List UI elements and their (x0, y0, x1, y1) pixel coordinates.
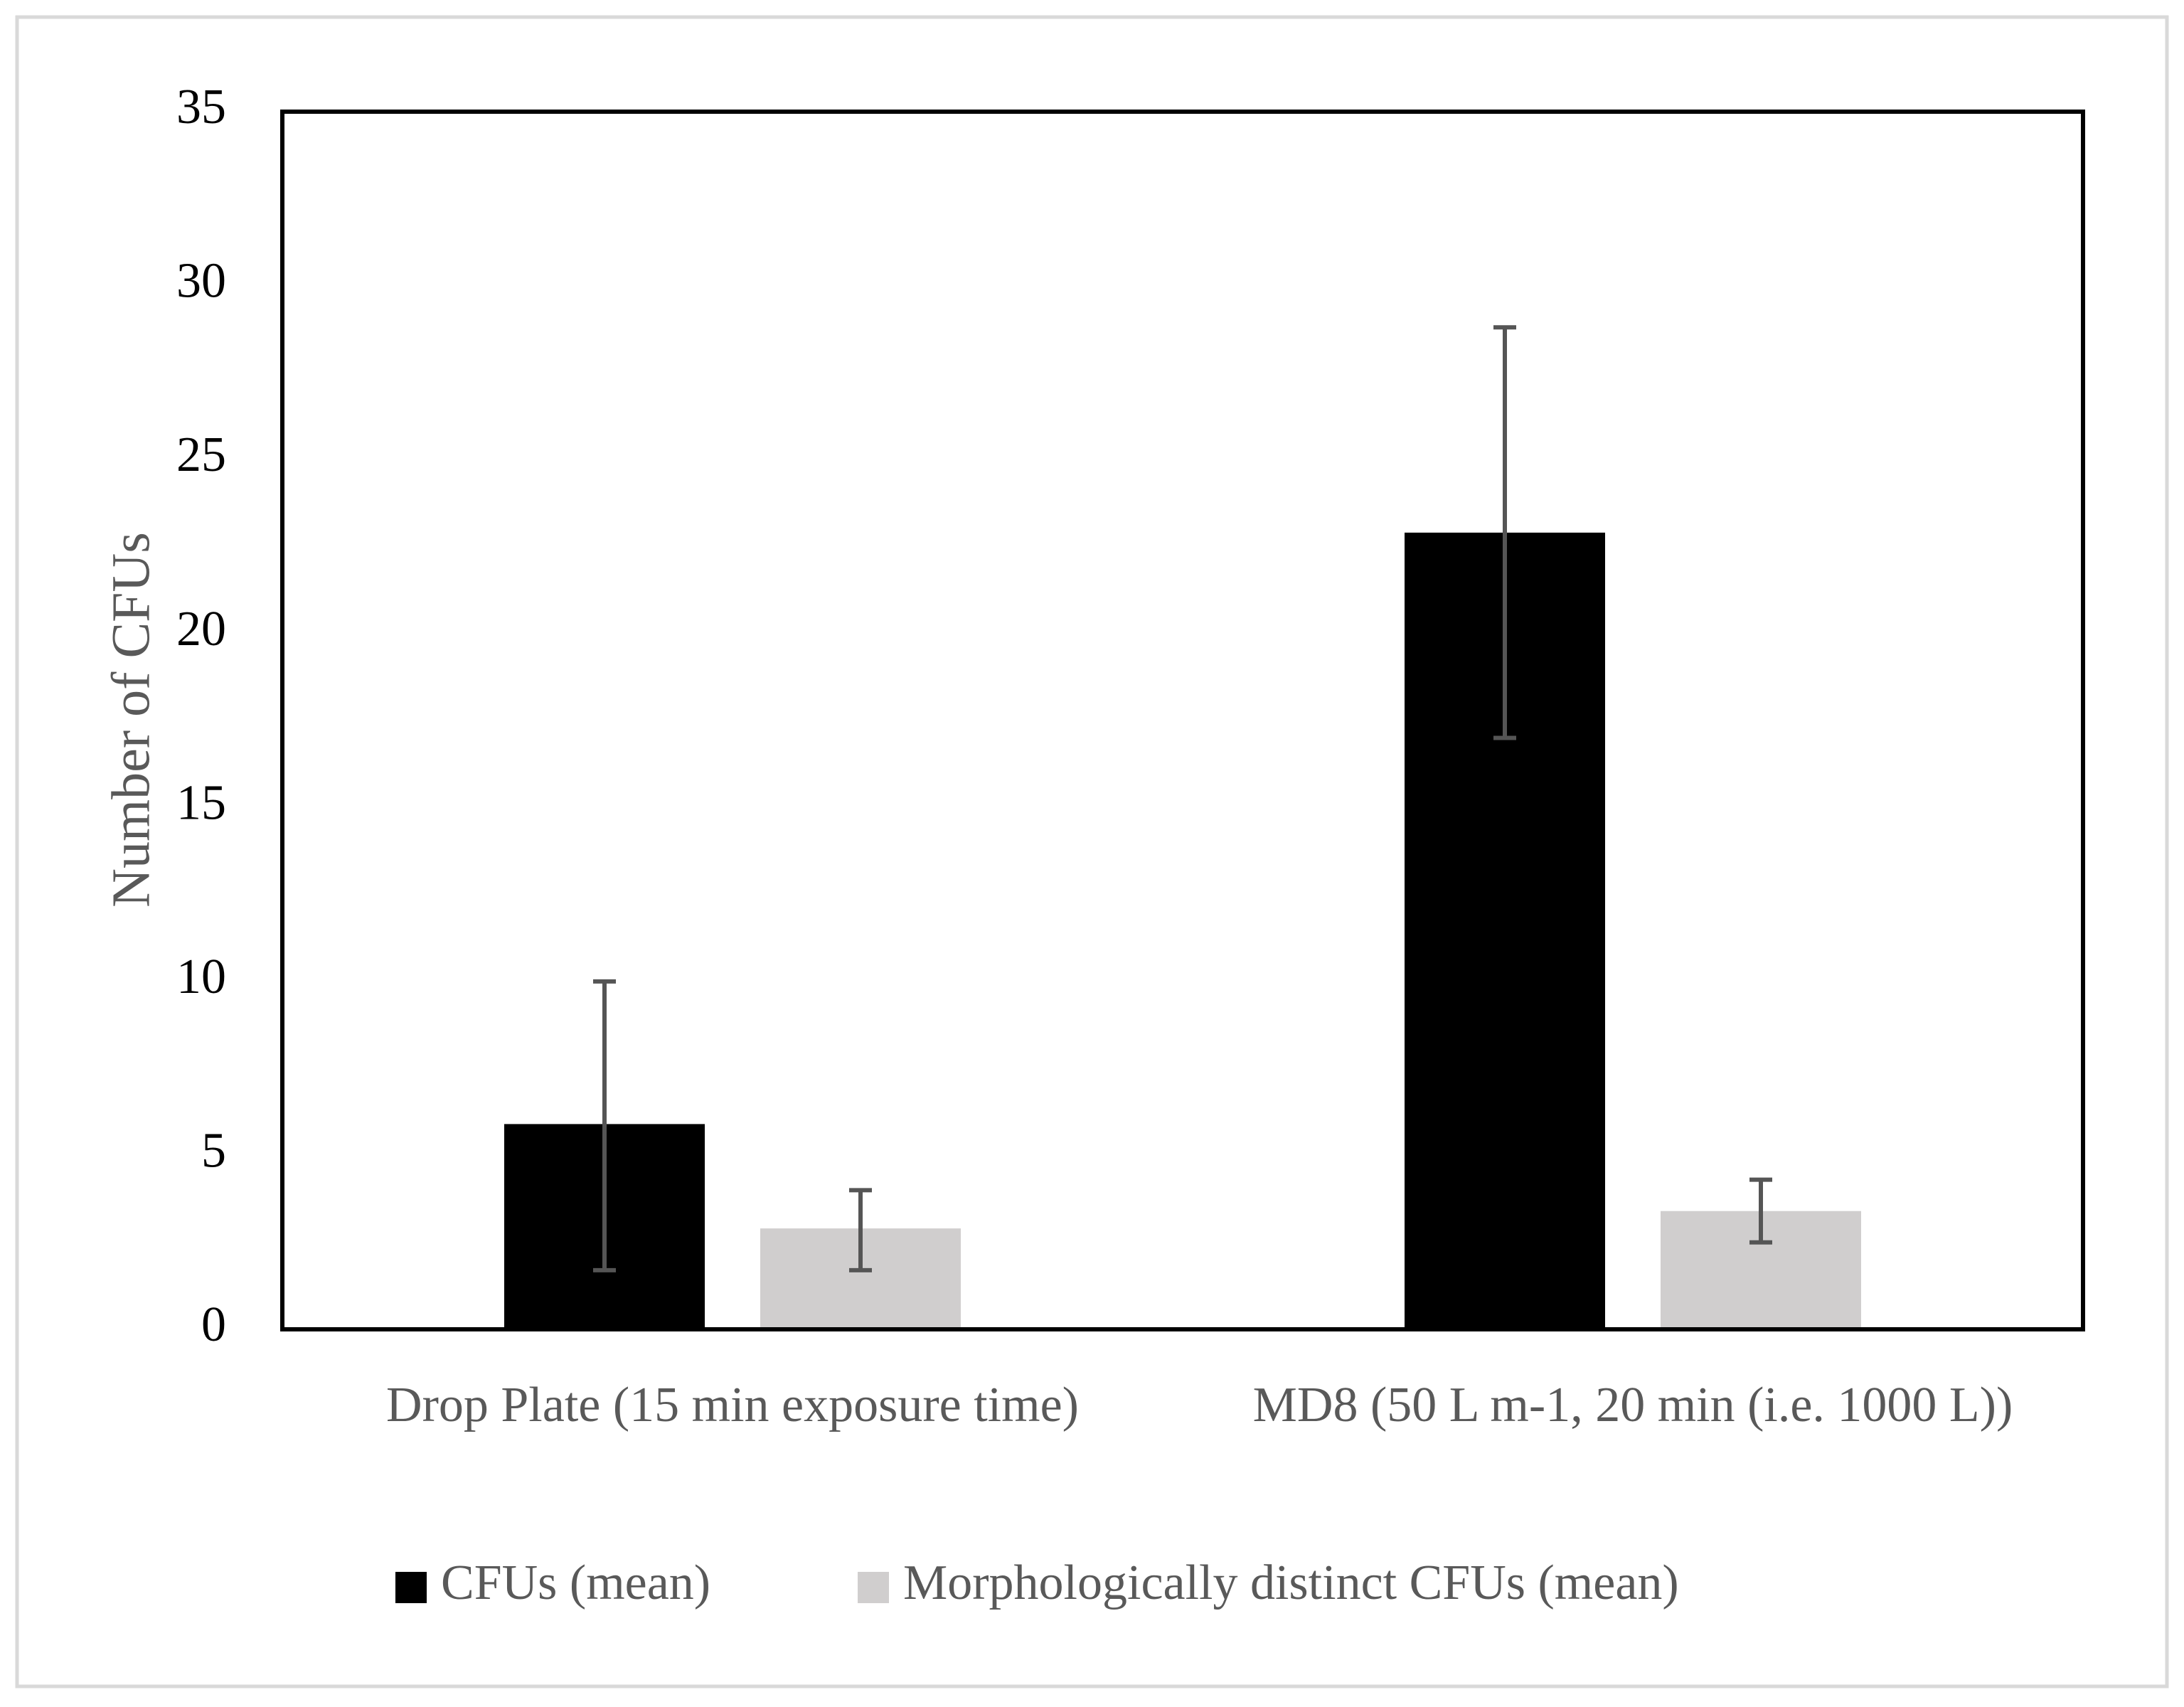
error-bars-layer (593, 325, 1772, 1272)
legend-swatch (395, 1572, 427, 1603)
legend-item-0: CFUs (mean) (395, 1556, 710, 1610)
legend-swatch (858, 1572, 889, 1603)
x-tick-label-1: MD8 (50 L m-1, 20 min (i.e. 1000 L)) (1253, 1378, 2013, 1432)
x-axis-category-labels: Drop Plate (15 min exposure time) MD8 (50… (386, 1378, 2013, 1432)
x-tick-label-0: Drop Plate (15 min exposure time) (386, 1378, 1079, 1432)
error-bar-1-0 (849, 1188, 872, 1272)
y-tick-label-5: 5 (201, 1123, 226, 1178)
y-axis-title: Number of CFUs (101, 532, 161, 908)
y-tick-label-25: 25 (176, 427, 226, 482)
y-tick-label-30: 30 (176, 254, 226, 309)
y-tick-label-10: 10 (176, 950, 226, 1004)
legend-item-1: Morphologically distinct CFUs (mean) (858, 1556, 1679, 1610)
y-tick-label-0: 0 (201, 1297, 226, 1352)
y-axis-tick-labels: 0 5 10 15 20 25 30 35 (176, 80, 226, 1352)
error-bar-0-0 (593, 979, 616, 1272)
error-bar-0-1 (1493, 325, 1516, 740)
plot-area-border (280, 110, 2085, 1331)
legend-label: CFUs (mean) (441, 1556, 710, 1610)
y-tick-label-20: 20 (176, 602, 226, 656)
legend: CFUs (mean) Morphologically distinct CFUs… (395, 1556, 1679, 1610)
figure-frame (15, 15, 2169, 1689)
y-tick-label-35: 35 (176, 80, 226, 134)
error-bar-1-1 (1749, 1177, 1772, 1245)
legend-label: Morphologically distinct CFUs (mean) (903, 1556, 1679, 1610)
y-tick-label-15: 15 (176, 775, 226, 830)
